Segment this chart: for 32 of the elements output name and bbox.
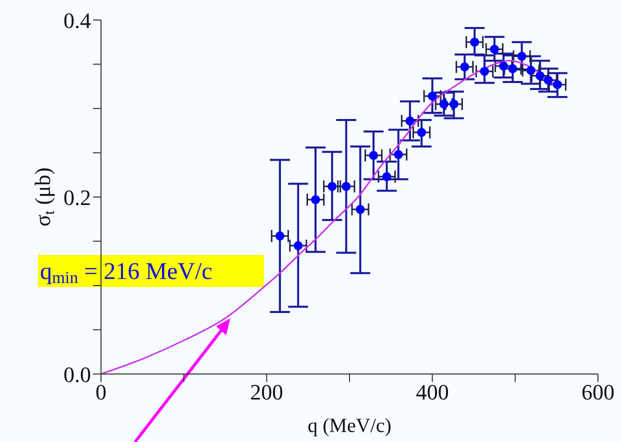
- point: [275, 231, 284, 240]
- point: [294, 241, 303, 250]
- point: [460, 62, 470, 72]
- point: [470, 38, 480, 47]
- point: [394, 150, 403, 160]
- annotation: q$_{min}$ = 216 MeV/c: [40, 259, 212, 288]
- point: [552, 80, 562, 90]
- point: [517, 52, 526, 61]
- y-tick-label: 0.2: [64, 184, 91, 210]
- point: [499, 62, 508, 71]
- x-tick-label: 600: [582, 380, 614, 405]
- point: [382, 172, 392, 182]
- point: [544, 76, 553, 85]
- point: [428, 92, 437, 101]
- y-tick-label: 0.0: [64, 362, 91, 387]
- x-tick-label: 0: [96, 380, 106, 405]
- x-tick-label: 200: [250, 380, 284, 405]
- point: [536, 71, 545, 80]
- point: [439, 100, 448, 109]
- point: [480, 66, 490, 76]
- point: [311, 195, 320, 204]
- point: [449, 100, 458, 109]
- point: [526, 66, 536, 75]
- point: [356, 204, 365, 214]
- point: [417, 128, 426, 137]
- y-tick-label: 0.4: [64, 8, 91, 33]
- point: [405, 116, 414, 126]
- point: [369, 150, 378, 160]
- x-axis-title: q (MeV/c): [308, 415, 392, 437]
- point: [508, 64, 518, 74]
- x-tick-label: 400: [416, 380, 449, 405]
- point: [490, 44, 499, 54]
